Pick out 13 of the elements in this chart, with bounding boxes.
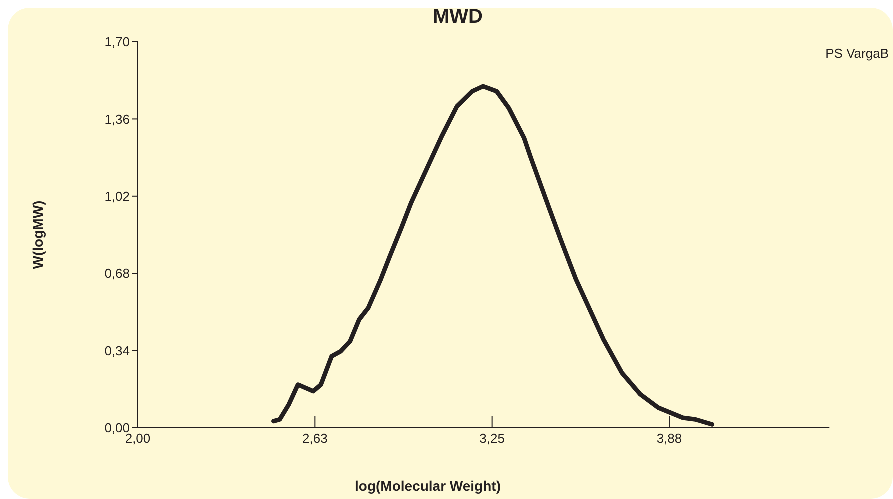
y-tick-label: 0,34 [104, 343, 130, 358]
x-tick-label: 2,63 [302, 431, 328, 446]
y-axis-title: W(logMW) [30, 200, 46, 270]
y-tick-label: 0,68 [104, 266, 130, 282]
x-axis-title: log(Molecular Weight) [354, 478, 502, 494]
y-tick-label: 1,02 [104, 189, 130, 204]
x-tick-label: 3,25 [480, 431, 505, 446]
x-tick-label: 2,00 [125, 431, 151, 446]
y-tick-label: 1,36 [104, 112, 130, 127]
x-tick-label: 3,88 [656, 431, 682, 446]
text: PS VargaB [826, 46, 889, 61]
y-tick-label: 1,70 [104, 34, 130, 50]
chart-title: MWD [432, 6, 484, 29]
